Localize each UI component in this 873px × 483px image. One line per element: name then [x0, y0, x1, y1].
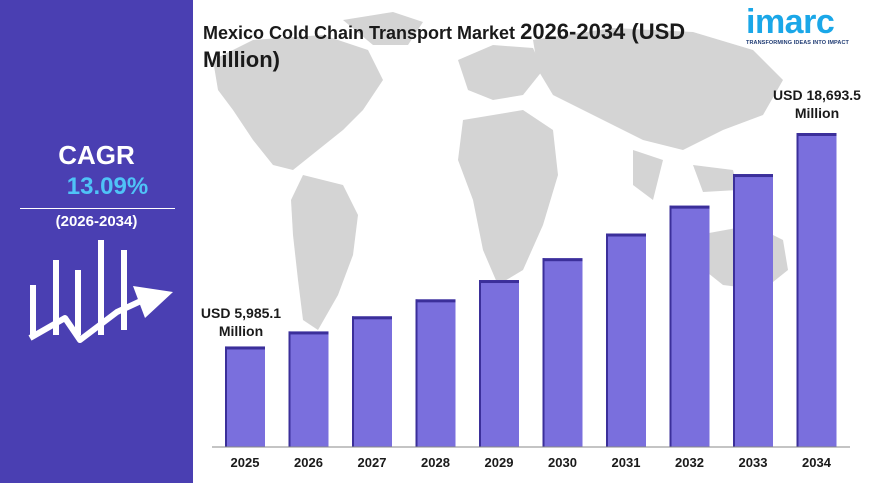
bar-side-edge: [288, 331, 291, 447]
last-value-annotation: USD 18,693.5 Million: [762, 86, 872, 122]
bar-side-edge: [352, 316, 354, 447]
bar-2029: [479, 280, 519, 447]
bar-body: [542, 258, 583, 447]
first-value-unit: Million: [218, 323, 264, 339]
bar-body: [796, 133, 837, 447]
x-tick-label-2027: 2027: [358, 455, 387, 470]
bar-2031: [606, 233, 646, 447]
bar-2032: [669, 205, 710, 447]
x-tick-label-2025: 2025: [231, 455, 260, 470]
chart-title-tail: 2026-2034 (USD Million): [203, 19, 686, 72]
bar-top-edge: [415, 299, 456, 303]
bar-side-edge: [225, 346, 227, 447]
bar-top-edge: [225, 346, 265, 350]
bar-2028: [415, 299, 456, 447]
x-tick-label-2030: 2030: [548, 455, 577, 470]
bar-2026: [288, 331, 329, 447]
bar-top-edge: [542, 258, 583, 262]
bar-body: [415, 299, 456, 447]
bar-side-edge: [669, 205, 672, 447]
bar-body: [669, 205, 710, 447]
x-tick-label-2028: 2028: [421, 455, 450, 470]
bar-side-edge: [796, 133, 799, 447]
bar-side-edge: [733, 174, 735, 447]
first-value-annotation: USD 5,985.1 Million: [196, 304, 286, 340]
cagr-divider: [20, 208, 175, 209]
logo-wordmark: imarc: [746, 3, 835, 41]
bar-body: [479, 280, 519, 447]
x-tick-label-2031: 2031: [612, 455, 641, 470]
bar-top-edge: [606, 233, 646, 237]
cagr-label: CAGR: [58, 140, 135, 170]
first-value-amount: USD 5,985.1: [200, 305, 282, 321]
bar-top-edge: [796, 133, 837, 136]
bar-2025: [225, 346, 265, 447]
bar-body: [606, 233, 646, 447]
bar-side-edge: [606, 233, 608, 447]
imarc-logo: imarc TRANSFORMING IDEAS INTO IMPACT: [746, 4, 868, 46]
bar-side-edge: [542, 258, 545, 447]
bar-side-edge: [479, 280, 481, 447]
bar-2030: [542, 258, 583, 447]
last-value-unit: Million: [794, 105, 840, 121]
bar-2027: [352, 316, 392, 447]
bar-2034: [796, 133, 837, 447]
bar-top-edge: [669, 205, 710, 209]
chart-title-lead: Mexico Cold Chain Transport Market: [203, 23, 516, 43]
x-tick-label-2032: 2032: [675, 455, 704, 470]
chart-area: [193, 0, 873, 483]
bar-body: [352, 316, 392, 447]
bar-side-edge: [415, 299, 418, 447]
bar-2033: [733, 174, 773, 447]
bar-top-edge: [288, 331, 329, 335]
x-tick-label-2026: 2026: [294, 455, 323, 470]
cagr-period: (2026-2034): [55, 213, 138, 230]
growth-chart-arrow-icon: [28, 240, 173, 343]
bar-body: [288, 331, 329, 447]
x-tick-label-2033: 2033: [739, 455, 768, 470]
x-tick-label-2029: 2029: [485, 455, 514, 470]
bar-top-edge: [352, 316, 392, 320]
bar-body: [225, 346, 265, 447]
last-value-amount: USD 18,693.5: [773, 87, 861, 103]
x-tick-label-2034: 2034: [802, 455, 832, 470]
bar-top-edge: [733, 174, 773, 178]
bar-body: [733, 174, 773, 447]
bar-top-edge: [479, 280, 519, 284]
world-map-background: [213, 12, 788, 330]
cagr-value: 13.09%: [66, 173, 149, 200]
cagr-panel: CAGR 13.09% (2026-2034): [0, 0, 193, 483]
chart-title: Mexico Cold Chain Transport Market 2026-…: [203, 18, 743, 73]
logo-tagline: TRANSFORMING IDEAS INTO IMPACT: [746, 40, 850, 46]
